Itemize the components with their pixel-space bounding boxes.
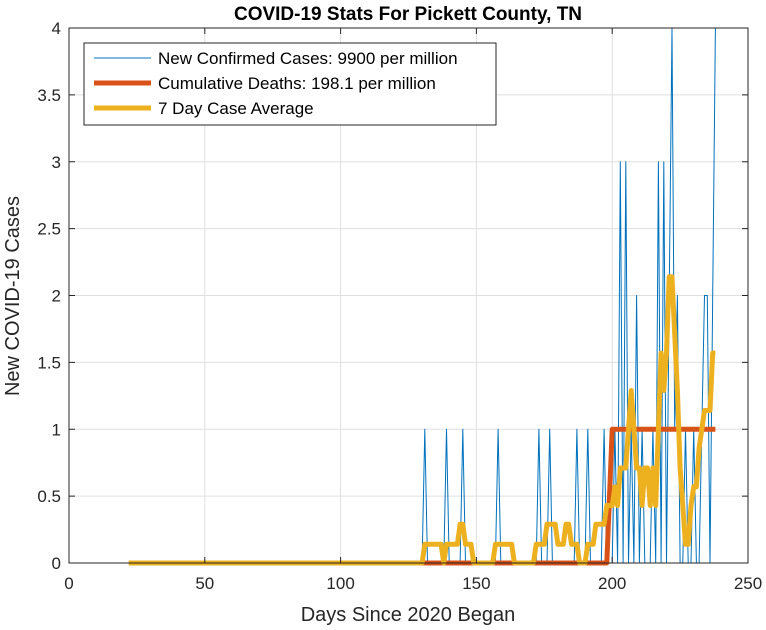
legend-entry-2: Cumulative Deaths: 198.1 per million bbox=[158, 74, 436, 93]
y-tick-label: 2.5 bbox=[37, 220, 61, 239]
y-tick-label: 0 bbox=[52, 554, 61, 573]
y-tick-label: 1 bbox=[52, 420, 61, 439]
legend: New Confirmed Cases: 9900 per million Cum… bbox=[83, 42, 497, 126]
axes-layer: 0 50 100 150 200 250 0 0.5 1 1.5 2 2.5 3 3.5 4 bbox=[37, 19, 762, 593]
x-tick-label: 200 bbox=[598, 574, 626, 593]
y-tick-label: 2 bbox=[52, 287, 61, 306]
chart-title: COVID-19 Stats For Pickett County, TN bbox=[234, 4, 582, 25]
legend-entry-1: New Confirmed Cases: 9900 per million bbox=[158, 49, 458, 68]
y-axis-title: New COVID-19 Cases bbox=[2, 196, 24, 396]
x-tick-label: 250 bbox=[734, 574, 762, 593]
y-tick-label: 3.5 bbox=[37, 86, 61, 105]
x-axis-title: Days Since 2020 Began bbox=[301, 604, 516, 626]
x-tick-label: 50 bbox=[195, 574, 214, 593]
x-tick-label: 0 bbox=[64, 574, 73, 593]
legend-entry-3: 7 Day Case Average bbox=[158, 99, 314, 118]
legend-box bbox=[83, 42, 497, 126]
y-tick-label: 3 bbox=[52, 153, 61, 172]
y-tick-label: 0.5 bbox=[37, 487, 61, 506]
x-tick-label: 150 bbox=[462, 574, 490, 593]
x-tick-label: 100 bbox=[326, 574, 354, 593]
y-tick-label: 1.5 bbox=[37, 353, 61, 372]
y-tick-label: 4 bbox=[52, 19, 61, 38]
